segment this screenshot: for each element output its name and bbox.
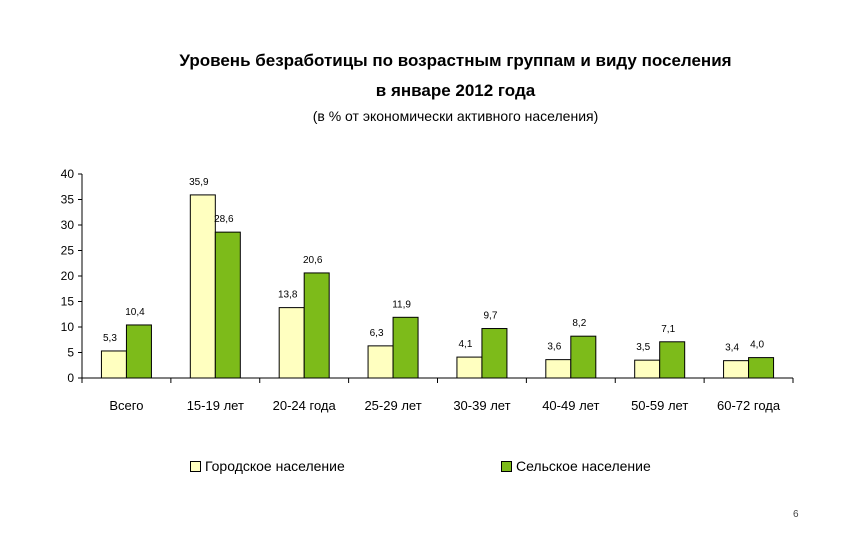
y-tick-label: 5 <box>67 346 74 360</box>
category-label: 30-39 лет <box>453 398 510 413</box>
data-label: 4,0 <box>750 340 764 351</box>
legend-label-rural: Сельское население <box>516 458 651 474</box>
data-label: 28,6 <box>214 214 234 225</box>
category-label: 40-49 лет <box>542 398 599 413</box>
category-label: 20-24 года <box>273 398 337 413</box>
y-tick-label: 0 <box>67 371 74 385</box>
data-label: 3,5 <box>636 342 650 353</box>
data-label: 10,4 <box>125 307 145 318</box>
legend-swatch-rural <box>501 460 512 472</box>
legend-item-urban: Городское население <box>190 458 345 474</box>
bar-urban <box>278 307 305 379</box>
bar-rural <box>214 231 241 379</box>
bar-rural <box>748 357 775 379</box>
y-tick-label: 30 <box>61 218 75 232</box>
bar-urban <box>100 350 127 379</box>
bar-urban <box>367 345 394 379</box>
data-label: 5,3 <box>103 333 117 344</box>
chart-subtitle: (в % от экономически активного населения… <box>312 108 599 124</box>
bar-urban <box>545 359 572 379</box>
y-tick-label: 40 <box>61 167 75 181</box>
bar-urban <box>189 194 216 379</box>
data-label: 3,6 <box>547 342 561 353</box>
bar-urban <box>456 356 483 379</box>
data-label: 3,4 <box>725 343 739 354</box>
bar-rural <box>481 328 508 379</box>
bar-rural <box>659 341 686 379</box>
y-tick-label: 15 <box>61 295 75 309</box>
bar-chart: 0 5 10 15 20 25 30 35 40 5,3 10,4 Всего 35,9 28,6 15-1… <box>61 167 794 413</box>
data-label: 35,9 <box>189 177 209 188</box>
y-tick-label: 10 <box>61 320 75 334</box>
category-label: 15-19 лет <box>187 398 244 413</box>
chart-title-line2: в январе 2012 года <box>375 81 536 100</box>
legend-label-urban: Городское население <box>205 458 345 474</box>
bar-rural <box>125 324 152 379</box>
category-label: 60-72 года <box>717 398 781 413</box>
category-label: 25-29 лет <box>364 398 421 413</box>
y-tick-label: 35 <box>61 193 75 207</box>
category-label: 50-59 лет <box>631 398 688 413</box>
chart-title-line1: Уровень безработицы по возрастным группа… <box>179 51 732 70</box>
data-label: 11,9 <box>392 299 411 310</box>
bar-urban <box>634 359 661 379</box>
bar-rural <box>570 335 597 379</box>
bar-rural <box>303 272 330 379</box>
data-label: 7,1 <box>661 324 675 335</box>
data-label: 13,8 <box>278 290 298 301</box>
data-label: 9,7 <box>483 311 497 322</box>
data-label: 4,1 <box>458 339 472 350</box>
legend-item-rural: Сельское население <box>501 458 651 474</box>
y-tick-label: 25 <box>61 244 75 258</box>
bar-rural <box>392 316 419 379</box>
data-label: 20,6 <box>303 255 323 266</box>
bar-urban <box>723 360 750 379</box>
page-number: 6 <box>793 509 799 520</box>
category-label: Всего <box>109 398 143 413</box>
data-label: 6,3 <box>370 328 384 339</box>
data-label: 8,2 <box>572 318 586 329</box>
legend-swatch-urban <box>190 460 201 472</box>
y-tick-label: 20 <box>61 269 75 283</box>
